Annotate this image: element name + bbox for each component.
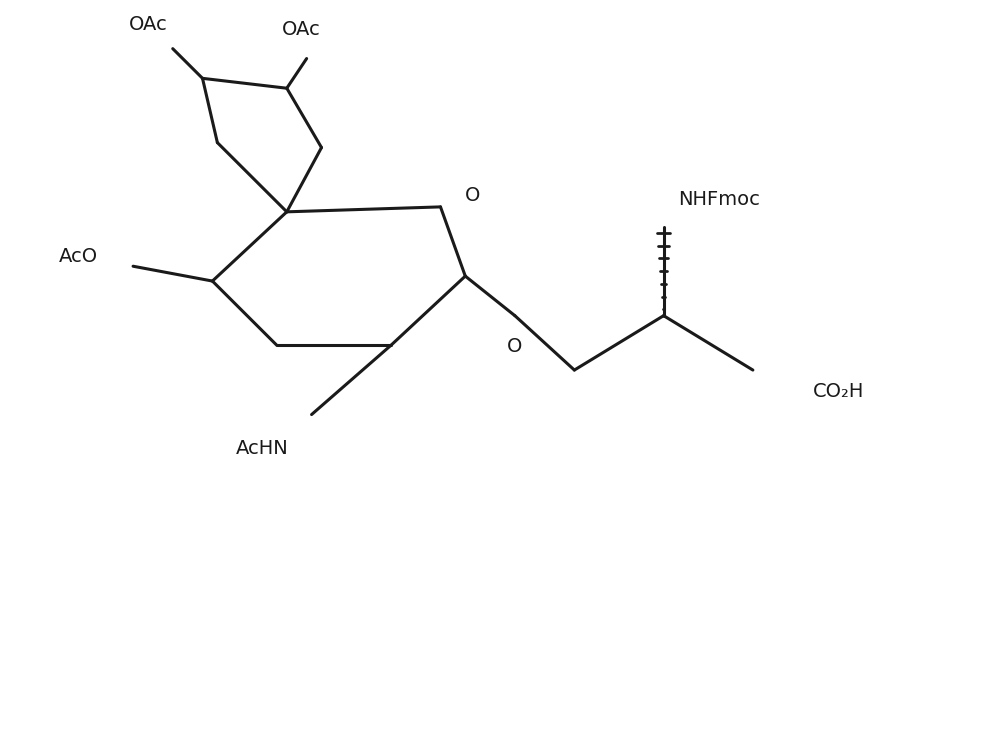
Text: AcO: AcO <box>59 247 98 266</box>
Text: O: O <box>465 185 481 205</box>
Text: OAc: OAc <box>129 15 167 34</box>
Text: OAc: OAc <box>282 20 321 39</box>
Text: O: O <box>507 338 523 356</box>
Text: NHFmoc: NHFmoc <box>679 190 760 209</box>
Text: AcHN: AcHN <box>236 440 288 458</box>
Text: CO₂H: CO₂H <box>812 382 864 401</box>
